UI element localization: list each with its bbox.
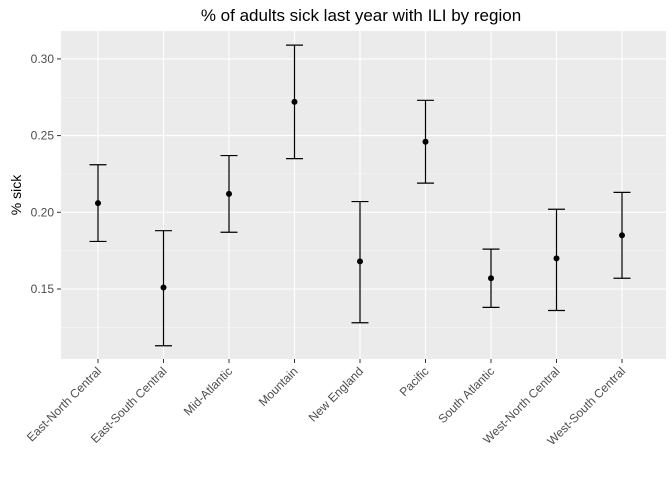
- minor-gridlines: [61, 96, 666, 328]
- y-tick-label: 0.30: [31, 52, 55, 66]
- chart-title: % of adults sick last year with ILI by r…: [201, 6, 521, 25]
- x-tick-label: South Atlantic: [435, 364, 497, 426]
- data-point: [160, 284, 167, 291]
- data-points: [95, 98, 625, 291]
- data-point: [357, 258, 363, 265]
- plot-panel: [61, 31, 666, 359]
- data-point: [95, 200, 101, 207]
- data-point: [619, 232, 625, 239]
- data-point: [291, 98, 298, 105]
- data-point: [553, 255, 560, 262]
- x-tick-label: Pacific: [397, 364, 432, 399]
- y-tick-labels: 0.15 0.20 0.25 0.30: [31, 52, 55, 296]
- axis-ticks: [57, 58, 623, 363]
- y-tick-label: 0.20: [31, 205, 55, 219]
- data-point: [226, 190, 232, 197]
- y-tick-label: 0.25: [31, 129, 55, 143]
- data-point: [488, 275, 494, 282]
- x-tick-label: Mid-Atlantic: [181, 364, 235, 418]
- x-tick-label: New England: [306, 364, 366, 424]
- data-point: [422, 138, 429, 145]
- y-axis-label: % sick: [8, 174, 24, 215]
- y-tick-label: 0.15: [31, 282, 55, 296]
- x-tick-label: Mountain: [256, 364, 301, 409]
